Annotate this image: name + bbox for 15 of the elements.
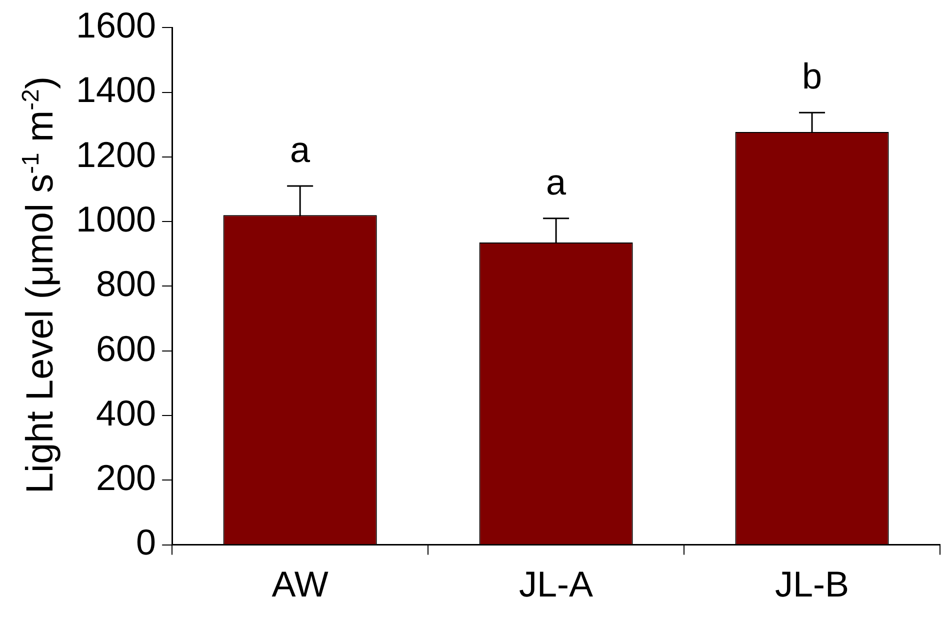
x-tick-label: AW bbox=[272, 563, 328, 604]
y-tick-label: 400 bbox=[96, 392, 156, 434]
annotation: a bbox=[546, 161, 568, 202]
y-tick-label: 200 bbox=[96, 457, 156, 498]
y-tick-label: 600 bbox=[96, 328, 156, 369]
y-tick-label: 1400 bbox=[76, 69, 156, 110]
y-tick-label: 0 bbox=[136, 522, 156, 563]
y-tick-label: 1600 bbox=[76, 4, 156, 46]
annotation: a bbox=[290, 128, 312, 170]
x-tick-label: JL-B bbox=[775, 563, 850, 604]
y-tick-label: 800 bbox=[96, 263, 156, 304]
annotation: b bbox=[802, 56, 822, 97]
y-tick-label: 1200 bbox=[76, 134, 156, 175]
x-tick-label: JL-A bbox=[519, 563, 594, 604]
y-tick-label: 1000 bbox=[76, 198, 156, 240]
